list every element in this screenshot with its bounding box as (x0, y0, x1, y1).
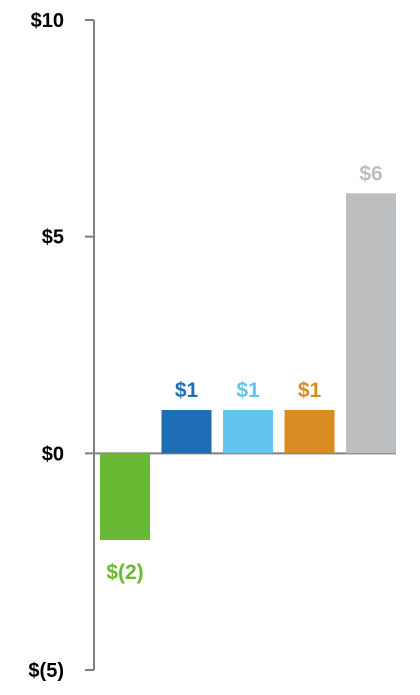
data-labels: $(2) $1 $1 $1 $6 (106, 162, 382, 584)
bar-5 (346, 193, 396, 454)
data-label-4: $1 (298, 379, 322, 402)
bar-2 (161, 410, 212, 454)
data-label-3: $1 (236, 379, 260, 402)
bars (100, 193, 396, 540)
data-label-1: $(2) (106, 561, 143, 584)
data-label-2: $1 (175, 379, 199, 402)
bar-4 (284, 410, 335, 454)
bar-1 (100, 453, 150, 540)
y-tick-label: $5 (42, 227, 64, 249)
y-tick-label: $10 (31, 10, 64, 32)
y-tick-label: $(5) (28, 660, 64, 682)
data-label-5: $6 (359, 162, 382, 185)
y-axis: $10 $5 $0 $(5) (28, 10, 396, 682)
bar-3 (223, 410, 273, 454)
y-tick-label: $0 (42, 443, 64, 465)
